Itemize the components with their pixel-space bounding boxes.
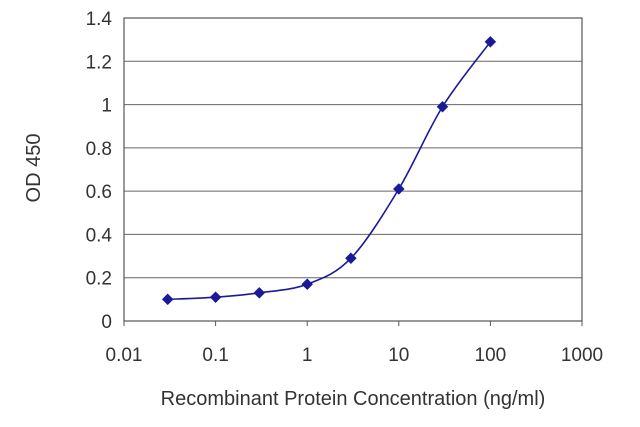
data-point-marker bbox=[436, 100, 449, 113]
x-axis-title: Recombinant Protein Concentration (ng/ml… bbox=[161, 388, 546, 410]
y-tick-label: 0.6 bbox=[86, 182, 112, 203]
data-series bbox=[161, 35, 497, 306]
x-tick-label: 100 bbox=[475, 345, 507, 366]
y-tick-label: 1.4 bbox=[86, 9, 113, 30]
x-tick-label: 10 bbox=[388, 345, 409, 366]
data-point-marker bbox=[392, 183, 405, 195]
y-tick-label: 1 bbox=[101, 96, 112, 117]
data-point-marker bbox=[209, 291, 222, 304]
x-axis-ticks: 0.01 0.1 1 10 100 1000 bbox=[106, 321, 603, 366]
series-line bbox=[167, 41, 492, 301]
x-tick-label: 1 bbox=[302, 345, 313, 366]
data-point-marker bbox=[345, 252, 357, 265]
x-tick-label: 0.1 bbox=[202, 345, 228, 366]
y-tick-label: 0.4 bbox=[86, 225, 113, 246]
y-axis-ticks: 0 0.2 0.4 0.6 0.8 1 1.2 1.4 bbox=[86, 9, 113, 333]
x-tick-label: 1000 bbox=[561, 345, 603, 366]
y-tick-label: 0.8 bbox=[86, 139, 112, 160]
data-point-marker bbox=[301, 278, 314, 291]
plot-area-frame bbox=[123, 17, 583, 322]
y-tick-label: 0 bbox=[101, 312, 112, 333]
data-point-marker bbox=[253, 287, 266, 299]
y-tick-label: 1.2 bbox=[86, 52, 112, 73]
data-point-marker bbox=[161, 293, 174, 306]
y-axis-title: OD 450 bbox=[23, 134, 45, 203]
gridlines bbox=[124, 60, 582, 279]
data-point-marker bbox=[484, 35, 497, 48]
y-tick-label: 0.2 bbox=[86, 269, 112, 290]
x-tick-label: 0.01 bbox=[106, 345, 143, 366]
